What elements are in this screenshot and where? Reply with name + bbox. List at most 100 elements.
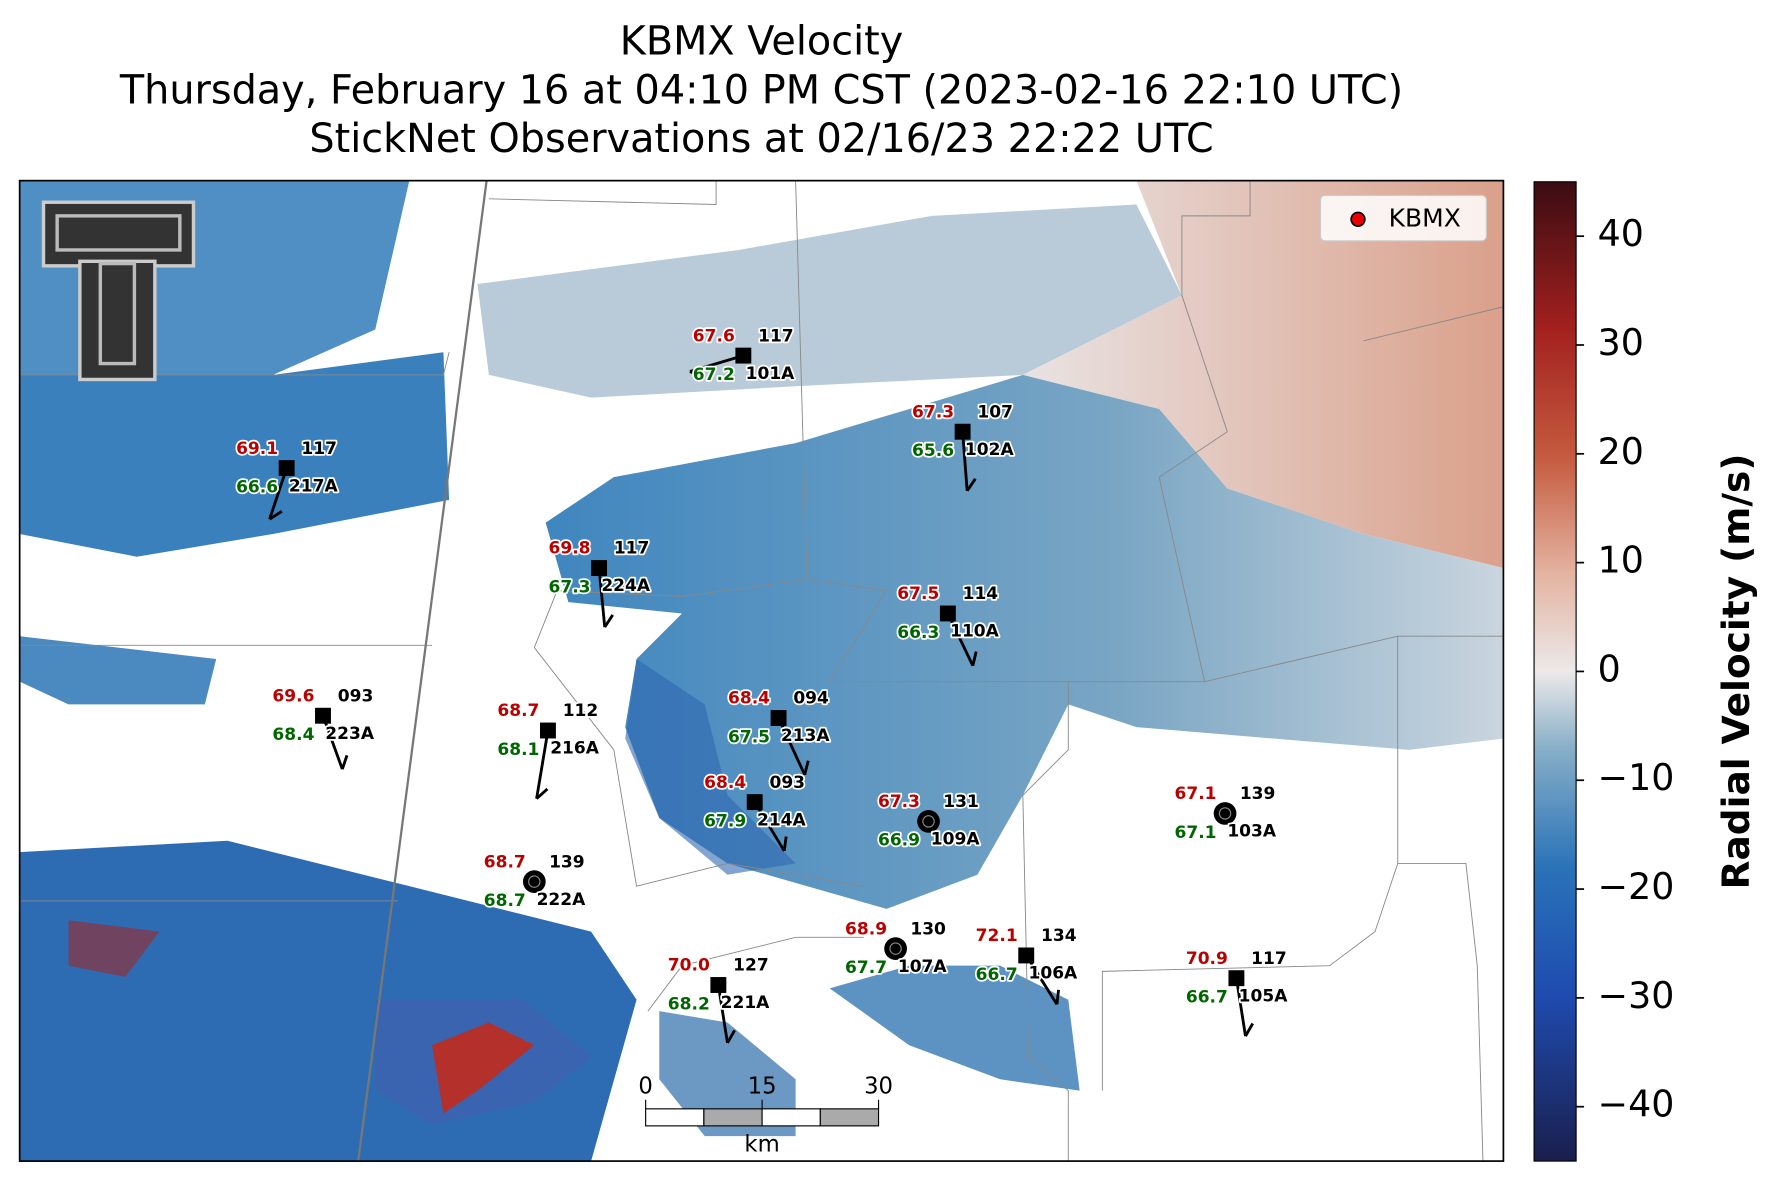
wind-barb-flag [603,614,614,628]
station-id: 213A [781,726,831,746]
scale-bar-segment [819,1108,880,1127]
county-line [488,180,717,205]
county-line [1101,636,1399,1091]
wind-barb-flag [1055,989,1060,1005]
station-marker [939,605,956,622]
colorbar-tick-label: 20 [1598,430,1644,473]
station-marker [954,423,971,440]
scale-bar-segment [703,1108,763,1127]
station-reading: 114 [963,584,999,604]
station-reading: 093 [769,773,805,793]
station-dewpoint: 68.7 [484,891,526,911]
station-dewpoint: 67.2 [693,365,735,385]
station-id: 110A [950,622,1000,642]
station-id: 105A [1239,986,1289,1006]
station-reading: 112 [563,701,599,721]
station-dewpoint: 65.6 [912,441,954,461]
station-id: 109A [931,830,981,850]
station-reading: 094 [793,689,829,709]
station-reading: 127 [733,956,769,976]
wind-barb [1235,977,1247,1037]
wind-barb [1025,954,1059,1006]
station-marker [278,460,295,477]
station-marker [884,937,907,961]
subtitle: StickNet Observations at 02/16/23 22:22 … [309,116,1213,162]
station-marker [591,560,608,577]
logo-stem [78,259,157,382]
wind-barb-flag [965,477,977,492]
colorbar-tick-label: 0 [1598,647,1621,690]
station-marker [770,710,787,726]
station-temperature: 68.9 [845,919,887,939]
station-dewpoint: 66.3 [897,623,939,643]
station-temperature: 67.3 [912,402,954,422]
wind-barb-flag [268,510,283,521]
scale-bar-segment [761,1108,821,1127]
county-line [1363,306,1504,342]
radar-echo [19,636,217,705]
station-temperature: 69.1 [236,439,278,459]
legend-marker [1350,211,1366,227]
station-reading: 093 [338,686,374,706]
station-id: 224A [601,576,651,596]
station-marker [1228,970,1245,987]
station-marker [710,977,727,993]
radar-echo [829,965,1080,1091]
station-temperature: 67.6 [693,326,735,346]
station-marker [1213,802,1237,825]
station-dewpoint: 67.5 [728,727,770,747]
county-line [1397,862,1484,1162]
logo-inner [55,214,182,252]
station-reading: 117 [1251,949,1287,969]
wind-barb [268,467,288,520]
wind-barb-flag [782,836,788,852]
colorbar: Radial Velocity (m/s) 40 30 20 10 0 −10 −20 −30… [1533,181,1758,1162]
wind-barb [753,801,786,852]
station-temperature: 68.4 [728,689,770,709]
station-temperature: 68.4 [704,773,746,793]
station-marker [746,794,763,811]
colorbar-tick-label: −40 [1598,1083,1675,1126]
station-id: 222A [537,890,587,910]
colorbar-tick-label: −30 [1598,974,1675,1017]
logo-bar [41,200,196,268]
county-line [19,352,450,376]
radar-echo [19,352,450,557]
map-frame [18,179,1505,1162]
title-block: KBMX Velocity Thursday, February 16 at 0… [119,19,1403,163]
station-reading: 139 [549,852,585,872]
station-id: 103A [1227,822,1277,842]
colorbar-tick-label: 40 [1598,212,1644,255]
logo-inner [98,261,137,366]
title: KBMX Velocity [620,19,903,65]
station-temperature: 68.7 [484,852,526,872]
station-id: 106A [1029,964,1079,984]
station-temperature: 70.9 [1186,949,1228,969]
station-dewpoint: 66.7 [1186,987,1228,1007]
station-temperature: 72.1 [976,926,1018,946]
station-dewpoint: 68.4 [272,725,314,745]
wind-barb-flag [340,754,349,770]
radar-echo [68,920,160,978]
wind-barb-flag [971,651,978,667]
station-marker [539,722,556,739]
station-dewpoint: 68.2 [668,994,710,1014]
station-id: 217A [289,476,339,496]
station-id: 214A [757,810,807,830]
station-marker [522,870,546,893]
state-line [357,180,488,1162]
wind-barb [777,717,806,776]
scale-bar-label: 0 [638,1074,652,1100]
colorbar-ramp [1533,181,1577,1162]
station-calm-ring [1218,807,1232,820]
station-dewpoint: 66.6 [236,477,278,497]
wind-barb-flag [689,370,704,379]
radar-echo [477,204,1182,398]
station-id: 107A [898,957,948,977]
station-temperature: 69.6 [272,686,314,706]
wind-barb-flag [1244,1022,1254,1037]
station-reading: 117 [301,439,337,459]
radar-echo [19,840,637,1162]
station-dewpoint: 67.1 [1175,823,1217,843]
